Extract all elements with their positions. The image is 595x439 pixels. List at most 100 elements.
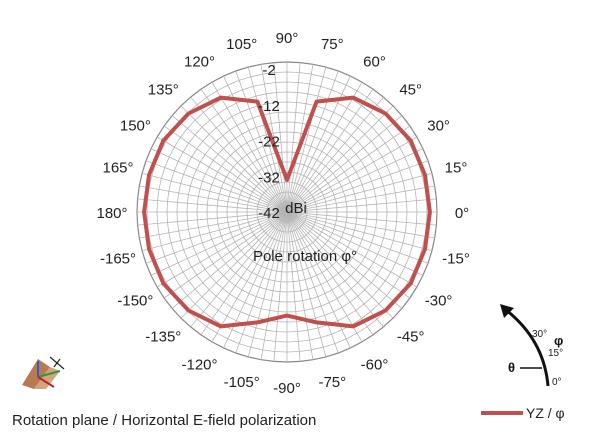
angle-tick-label: 75° <box>321 36 344 53</box>
grid-spoke <box>247 211 288 358</box>
legend-label: YZ / φ <box>526 405 565 421</box>
grid-spoke <box>171 211 288 309</box>
grid-spoke <box>286 185 435 213</box>
angle-tick-label: 90° <box>276 30 299 47</box>
angle-tick-label: 135° <box>148 81 179 98</box>
axis-labels: 0° 15° 30° 45° 60° 75° 90° 105° 120° 135° 150° 165°… <box>96 30 469 397</box>
x-axis-line <box>37 376 55 388</box>
grid-spoke <box>286 211 424 276</box>
rotation-tick-0: 0° <box>552 377 562 388</box>
angle-tick-label: 60° <box>363 53 386 70</box>
grid-spoke <box>286 211 327 358</box>
grid-spoke <box>286 211 418 288</box>
angle-tick-label: -75° <box>318 374 346 391</box>
grid-spoke <box>200 211 288 336</box>
grid-spoke <box>286 105 394 213</box>
grid-spoke <box>286 62 301 213</box>
grid-spoke <box>180 211 288 319</box>
grid-spoke <box>286 88 374 213</box>
angle-tick-label: 120° <box>184 53 215 70</box>
angle-tick-label: -60° <box>361 357 389 374</box>
rotation-arrow-tip <box>53 358 61 368</box>
angle-tick-label: 165° <box>102 160 133 177</box>
grid-spoke <box>286 115 403 213</box>
grid-spoke <box>141 211 288 252</box>
y-axis-line <box>37 370 61 378</box>
grid-spoke <box>286 96 384 213</box>
rotation-arrowhead <box>500 304 514 318</box>
grid-spoke <box>247 66 288 213</box>
grid-spoke <box>145 211 288 264</box>
grid-spoke <box>286 148 424 213</box>
rotation-direction-icon: 30° 15° 0° φ θ <box>500 304 563 388</box>
plane-face <box>22 359 50 389</box>
grid-spoke <box>260 64 288 213</box>
grid-spoke <box>286 81 363 213</box>
grid-spoke <box>211 81 288 213</box>
grid-spoke <box>156 136 288 213</box>
grid-spoke <box>150 211 288 276</box>
rotation-plane-icon <box>22 356 65 389</box>
grid-spoke <box>286 66 327 213</box>
grid-spoke <box>286 211 433 252</box>
grid-spoke <box>286 211 411 299</box>
grid-spoke <box>286 211 394 319</box>
grid-spoke <box>235 211 288 354</box>
grid-spoke <box>273 62 288 213</box>
grid-spoke <box>286 211 403 309</box>
rotation-tick-15: 15° <box>548 348 563 359</box>
grid-spoke <box>286 160 429 213</box>
pole-rotation-annotation: Pole rotation φ° <box>253 248 357 265</box>
grid-spoke <box>156 211 288 288</box>
angle-tick-label: -120° <box>181 357 217 374</box>
radial-tick-label: -32 <box>258 169 280 186</box>
angle-tick-label: 105° <box>226 36 257 53</box>
grid-spoke <box>286 211 384 328</box>
grid-spoke <box>200 88 288 213</box>
angle-tick-label: 45° <box>399 81 422 98</box>
rotation-arc <box>505 308 550 387</box>
grid-spoke <box>286 198 437 213</box>
grid-spoke <box>141 172 288 213</box>
radial-tick-label: -12 <box>258 98 280 115</box>
chart-caption: Rotation plane / Horizontal E-field pola… <box>12 412 317 429</box>
grid-spoke <box>286 136 418 213</box>
grid-spoke <box>286 64 314 213</box>
radial-tick-label: -42 <box>258 205 280 222</box>
grid-spoke <box>273 211 288 362</box>
radial-tick-label: -2 <box>262 62 275 79</box>
grid-spoke <box>180 105 288 213</box>
center-unit-label: dBi <box>285 200 307 217</box>
theta-symbol: θ <box>508 360 515 375</box>
grid-spoke <box>137 198 288 213</box>
grid-spoke <box>190 211 288 328</box>
angle-tick-label: -30° <box>425 293 453 310</box>
radial-tick-label: -22 <box>258 134 280 151</box>
angle-tick-label: -105° <box>224 374 260 391</box>
grid-spoke <box>139 211 288 239</box>
grid-spoke <box>145 160 288 213</box>
angle-tick-label: 15° <box>445 160 468 177</box>
grid-spoke <box>235 70 288 213</box>
rotation-tick-30: 30° <box>532 329 547 340</box>
grid-spoke <box>190 96 288 213</box>
angle-tick-label: -45° <box>397 329 425 346</box>
grid-spoke <box>163 211 288 299</box>
angle-tick-label: -150° <box>117 293 153 310</box>
phi-symbol: φ <box>554 333 563 348</box>
grid-spoke <box>163 125 288 213</box>
grid-spoke <box>286 211 301 362</box>
series-layer <box>142 95 432 329</box>
grid-spoke <box>286 211 437 226</box>
angle-tick-label: 30° <box>427 118 450 135</box>
grid-spoke <box>286 211 314 360</box>
grid-spoke <box>150 148 288 213</box>
legend-swatch <box>481 411 523 415</box>
grid-spoke <box>286 125 411 213</box>
grid-spoke <box>211 211 288 343</box>
grid-spoke <box>286 172 433 213</box>
grid-spoke <box>286 211 429 264</box>
angle-tick-label: 0° <box>455 205 469 222</box>
grid-spoke <box>260 211 288 360</box>
